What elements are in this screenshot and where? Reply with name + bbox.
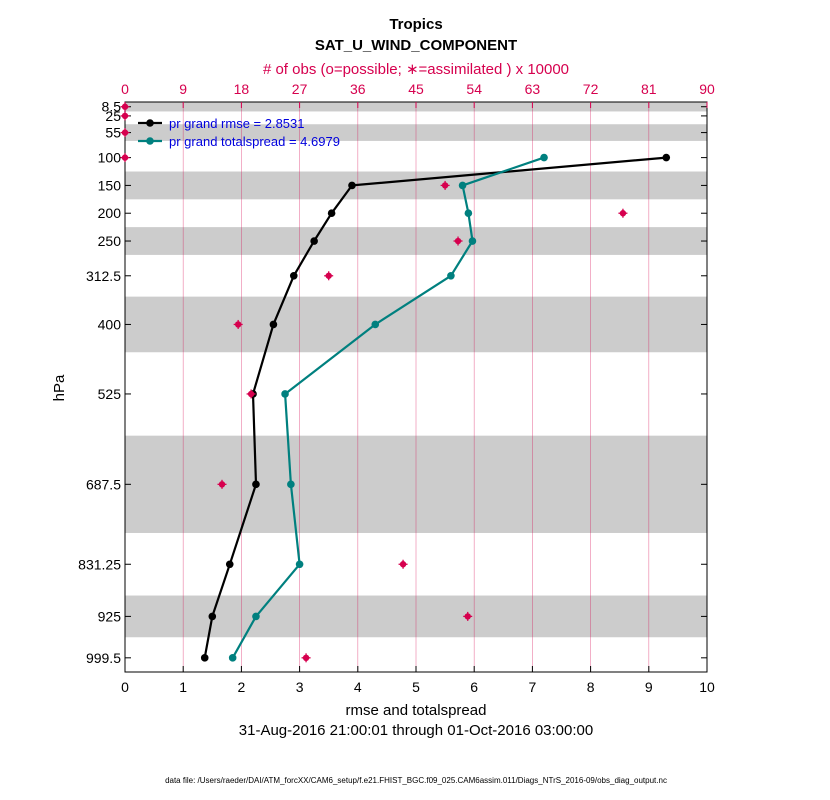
- y-tick-label: 312.5: [86, 268, 121, 284]
- data-file-footer: data file: /Users/raeder/DAI/ATM_forcXX/…: [165, 776, 667, 785]
- obs-count-marker: [324, 271, 334, 281]
- level-band: [125, 595, 707, 638]
- obs-count-marker: [217, 479, 227, 489]
- legend-totalspread-label: pr grand totalspread = 4.6979: [169, 134, 340, 149]
- obs-count-marker: [120, 111, 130, 121]
- totalspread-point: [287, 480, 295, 489]
- y-tick-label: 100: [98, 150, 122, 166]
- obs-count-marker: [453, 236, 463, 246]
- rmse-point: [208, 612, 217, 621]
- obs-count-marker: [120, 153, 130, 163]
- obs-count-marker: [398, 559, 408, 569]
- x-tick-label: 4: [354, 679, 362, 695]
- rmse-point: [327, 209, 336, 218]
- totalspread-point: [540, 153, 548, 162]
- top-axis-ticks: 0 9 18 27 36 45 54 63 72 81 90: [121, 81, 715, 108]
- obs-count-marker: [233, 319, 243, 329]
- y-tick-label: 150: [98, 177, 122, 193]
- obs-count-marker: [301, 653, 311, 663]
- legend: pr grand rmse = 2.8531 pr grand totalspre…: [138, 116, 340, 149]
- x-tick-label: 9: [645, 679, 653, 695]
- rmse-point: [200, 654, 209, 662]
- bottom-axis-ticks: 0 1 2 3 4 5 6 7 8 9 10: [121, 666, 715, 695]
- rmse-point: [252, 480, 260, 489]
- top-tick-label: 81: [641, 81, 657, 97]
- level-band: [125, 296, 707, 353]
- level-band: [125, 171, 707, 200]
- x-tick-label: 2: [238, 679, 246, 695]
- obs-count-marker: [120, 128, 130, 138]
- y-tick-label: 831.25: [78, 556, 121, 572]
- level-band: [125, 227, 707, 255]
- y-tick-label: 25: [105, 108, 121, 124]
- y-tick-label: 525: [98, 386, 122, 402]
- rmse-point: [269, 320, 278, 329]
- obs-markers: [120, 102, 628, 663]
- x-tick-label: 7: [529, 679, 537, 695]
- y-tick-label: 8.5: [102, 99, 122, 115]
- totalspread-point: [464, 209, 473, 218]
- y-tick-label: 400: [98, 316, 122, 332]
- y-tick-label: 925: [98, 608, 122, 624]
- totalspread-point: [447, 271, 455, 280]
- rmse-point: [310, 237, 318, 245]
- level-bands: [125, 102, 707, 638]
- x-tick-label: 1: [179, 679, 187, 695]
- top-tick-label: 45: [408, 81, 424, 97]
- obs-count-marker: [618, 208, 628, 218]
- totalspread-point: [295, 560, 304, 569]
- obs-count-marker: [463, 611, 473, 621]
- top-tick-label: 63: [525, 81, 541, 97]
- top-tick-label: 90: [699, 81, 715, 97]
- x-tick-label: 10: [699, 679, 715, 695]
- top-tick-label: 54: [466, 81, 482, 97]
- legend-totalspread-marker: [146, 137, 154, 145]
- legend-rmse-marker: [146, 119, 154, 127]
- top-axis-label: # of obs (o=possible; ∗=assimilated ) x …: [263, 61, 569, 78]
- rmse-point: [289, 271, 298, 280]
- x-axis-label: rmse and totalspread: [346, 702, 487, 719]
- top-tick-label: 36: [350, 81, 366, 97]
- rmse-point: [662, 153, 671, 162]
- top-tick-label: 0: [121, 81, 129, 97]
- totalspread-point: [228, 654, 237, 662]
- totalspread-point: [252, 612, 260, 621]
- series-layer: [200, 153, 671, 662]
- x-tick-label: 8: [587, 679, 595, 695]
- y-tick-label: 687.5: [86, 476, 121, 492]
- y-tick-label: 55: [105, 125, 121, 141]
- y-axis-label: hPa: [51, 374, 68, 401]
- chart-subtitle: SAT_U_WIND_COMPONENT: [315, 37, 517, 54]
- obs-count-marker: [246, 389, 256, 399]
- x-tick-label: 6: [470, 679, 478, 695]
- vertical-gridlines: [182, 102, 650, 672]
- top-tick-label: 9: [179, 81, 187, 97]
- top-tick-label: 18: [234, 81, 250, 97]
- top-tick-label: 27: [292, 81, 308, 97]
- legend-rmse-label: pr grand rmse = 2.8531: [169, 116, 305, 131]
- obs-count-marker: [120, 102, 130, 112]
- y-tick-label: 200: [98, 205, 122, 221]
- x-tick-label: 3: [296, 679, 304, 695]
- x-tick-label: 5: [412, 679, 420, 695]
- totalspread-point: [281, 390, 289, 398]
- totalspread-point: [468, 237, 477, 245]
- chart-title: Tropics: [389, 16, 442, 33]
- y-tick-label: 250: [98, 233, 122, 249]
- rmse-point: [225, 560, 234, 569]
- totalspread-point: [458, 181, 467, 190]
- totalspread-point: [371, 320, 380, 329]
- rmse-point: [348, 181, 356, 190]
- date-range: 31-Aug-2016 21:00:01 through 01-Oct-2016…: [239, 722, 593, 739]
- y-tick-label: 999.5: [86, 650, 121, 666]
- top-tick-label: 72: [583, 81, 599, 97]
- x-tick-label: 0: [121, 679, 129, 695]
- obs-count-marker: [440, 180, 450, 190]
- level-band: [125, 124, 707, 141]
